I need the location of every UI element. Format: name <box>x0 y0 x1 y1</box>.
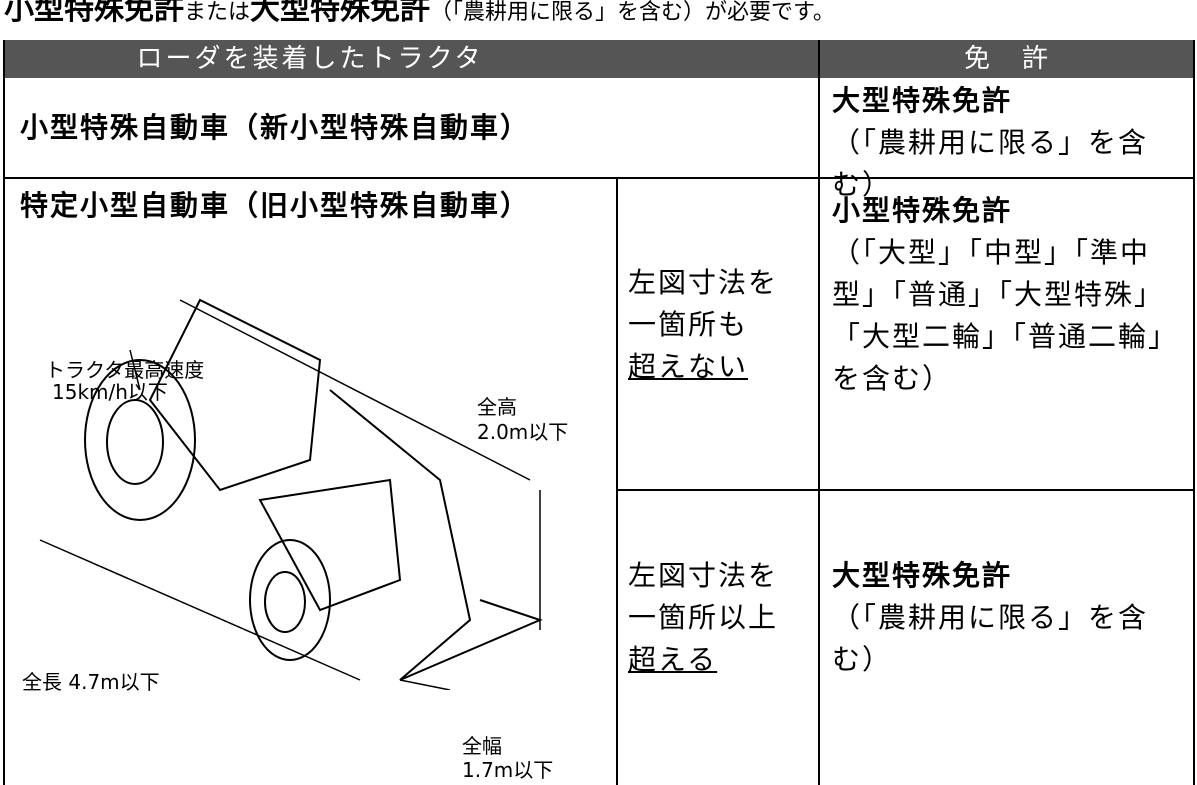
header-note: 小型特殊免許または大型特殊免許（「農耕用に限る」を含む）が必要です。 <box>4 0 835 28</box>
condition-line: 一箇所も <box>628 308 749 341</box>
border <box>818 40 820 785</box>
border <box>616 489 1195 491</box>
note-text: （「農耕用に限る」を含む）が必要です。 <box>430 0 835 25</box>
condition-emphasis: 超えない <box>628 350 749 383</box>
figure-label: 全幅 <box>462 734 502 758</box>
figure-label: 1.7m以下 <box>462 758 554 782</box>
condition-line: 左図寸法を <box>628 266 779 299</box>
border <box>616 178 618 785</box>
condition: 左図寸法を一箇所も超えない <box>628 262 816 388</box>
license: 小型特殊免許 <box>832 194 1013 227</box>
leader-line <box>129 349 141 391</box>
license-cell: 大型特殊免許 （「農耕用に限る」を含む） <box>832 80 1194 206</box>
wheel <box>106 399 164 485</box>
license: 大型特殊免許 <box>832 559 1013 592</box>
wheel <box>249 539 331 661</box>
note-text: または <box>184 0 251 25</box>
dimension-line <box>39 299 541 690</box>
condition: 左図寸法を一箇所以上超える <box>628 555 816 681</box>
cab <box>148 298 322 492</box>
license: 大型特殊免許 <box>832 84 1013 117</box>
note-bold: 大型特殊免許 <box>250 0 431 27</box>
license-note: （「農耕用に限る」を含む） <box>832 126 1149 201</box>
border <box>3 40 5 785</box>
engine <box>258 478 402 612</box>
license-note: （「農耕用に限る」を含む） <box>832 601 1149 676</box>
figure-label: トラクタ最高速度 <box>45 358 205 382</box>
wheel <box>84 359 196 521</box>
license-note: （「大型」「中型」「準中型」「普通」「大型特殊」「大型二輪」「普通二輪」を含む） <box>832 236 1179 395</box>
border <box>1193 40 1195 785</box>
license-cell: 小型特殊免許 （「大型」「中型」「準中型」「普通」「大型特殊」「大型二輪」「普通二… <box>832 190 1194 400</box>
border <box>3 177 1195 179</box>
header-cell: ローダを装着したトラクタ <box>136 44 484 74</box>
tractor-illustration <box>39 298 543 690</box>
header-row <box>3 40 1195 78</box>
condition-emphasis: 超える <box>628 643 718 676</box>
condition-line: 左図寸法を <box>628 559 779 592</box>
wheel <box>264 571 306 633</box>
license-cell: 大型特殊免許 （「農耕用に限る」を含む） <box>832 555 1194 681</box>
header-cell: 免 許 <box>963 44 1051 74</box>
vehicle: 特定小型自動車（旧小型特殊自動車） <box>20 189 531 222</box>
figure-label: 2.0m以下 <box>477 420 569 444</box>
condition-line: 超える <box>628 639 816 681</box>
figure-label: 全長 4.7m以下 <box>22 670 160 694</box>
figure-label: 全高 <box>477 395 517 419</box>
loader <box>329 389 543 681</box>
vehicle: 小型特殊自動車（新小型特殊自動車） <box>20 111 531 144</box>
condition-line: 一箇所以上 <box>628 601 779 634</box>
condition-line: 超えない <box>628 346 816 388</box>
note-bold: 小型特殊免許 <box>4 0 184 27</box>
figure-label: 15km/h以下 <box>52 380 168 404</box>
